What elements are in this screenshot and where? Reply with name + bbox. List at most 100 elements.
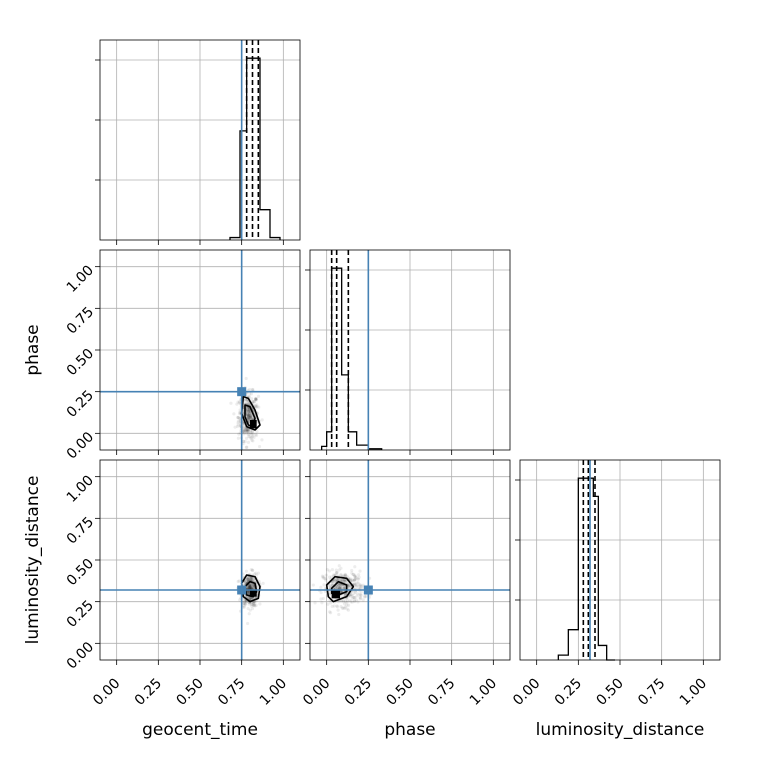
x-tick-label: 0.00 [300,676,333,709]
sample-point [251,583,255,588]
sample-point [338,582,342,586]
sample-point [252,579,256,583]
sample-point [245,409,249,413]
sample-point [244,428,248,432]
sample-point [248,585,253,589]
hist-panel-luminosity_distance-grid [520,460,720,660]
sample-point [350,600,354,604]
sample-point [328,610,332,614]
sample-point [364,594,368,598]
sample-point [242,604,246,608]
sample-point [246,415,250,419]
sample-point [246,408,250,412]
scatter-panel-geocent_time-vs-phase-grid [100,250,300,450]
sample-point [247,411,251,415]
y-tick-label: 0.75 [64,514,97,547]
sample-point [350,578,354,582]
scatter-panel-geocent_time-vs-phase-marks [100,250,300,450]
x-axis-label-phase: phase [384,720,435,740]
sample-point [242,429,246,433]
y-tick-label: 1.00 [64,472,97,505]
sample-point [251,601,256,605]
x-axis-label-geocent_time: geocent_time [142,720,258,740]
sample-point [335,584,339,588]
sample-point [248,586,253,590]
sample-point [352,591,356,595]
sample-point [250,586,254,590]
sample-point [351,579,355,583]
sample-point [354,576,358,580]
scatter-panel-geocent_time-vs-luminosity_distance-grid [100,460,300,660]
sample-point [342,584,346,589]
sample-point [337,583,341,587]
sample-point [349,593,353,597]
sample-point [319,597,323,601]
sample-point [353,575,357,579]
sample-point [250,568,255,572]
sample-point [333,580,337,584]
sample-point [249,568,253,572]
sample-point [337,585,342,589]
sample-point [243,429,247,433]
sample-point [335,570,339,575]
sample-point [355,581,359,585]
sample-point [237,400,242,404]
histogram-geocent_time [229,57,281,240]
sample-point [339,604,343,609]
sample-point [345,601,349,605]
sample-point [335,577,339,582]
x-tick-label: 0.00 [510,676,543,709]
truth-marker [363,585,373,595]
sample-point [248,428,253,433]
sample-point [249,392,254,396]
sample-point [257,405,261,409]
sample-point [243,581,248,585]
sample-point [353,599,357,603]
sample-point [248,435,252,439]
sample-point [246,417,251,421]
sample-point [324,573,328,577]
contour-level-1 [325,575,355,603]
sample-point [229,401,233,405]
sample-point [248,585,252,589]
sample-point [247,417,251,421]
sample-point [247,590,251,594]
histogram-luminosity_distance [557,477,615,661]
sample-point [342,578,346,582]
y-axis-label-phase: phase [23,324,43,375]
sample-point [339,579,343,583]
sample-point [242,601,246,605]
sample-point [353,582,358,586]
sample-point [351,572,355,577]
sample-point [243,602,248,606]
sample-point [358,593,363,597]
x-tick-label: 0.50 [593,676,626,709]
sample-point [236,400,240,404]
sample-point [250,602,254,607]
sample-point [248,584,252,588]
sample-point [246,418,251,422]
sample-point [247,584,251,588]
sample-point [250,577,254,581]
sample-point [337,578,342,582]
sample-point [247,416,251,420]
sample-point [250,435,254,440]
sample-point [353,577,357,582]
sample-point [247,591,251,596]
sample-point [249,397,254,401]
sample-point [249,415,254,419]
sample-point [245,445,249,449]
sample-point [358,583,362,587]
sample-point [354,598,358,602]
sample-point [342,586,347,590]
sample-point [246,429,250,433]
sample-point [321,596,325,601]
sample-point [254,571,258,575]
sample-point [358,583,363,588]
sample-point [329,611,333,615]
hist-panel-phase [305,249,511,455]
sample-point [247,586,252,590]
sample-point [358,592,362,596]
sample-point [250,586,254,590]
sample-point [251,432,255,436]
